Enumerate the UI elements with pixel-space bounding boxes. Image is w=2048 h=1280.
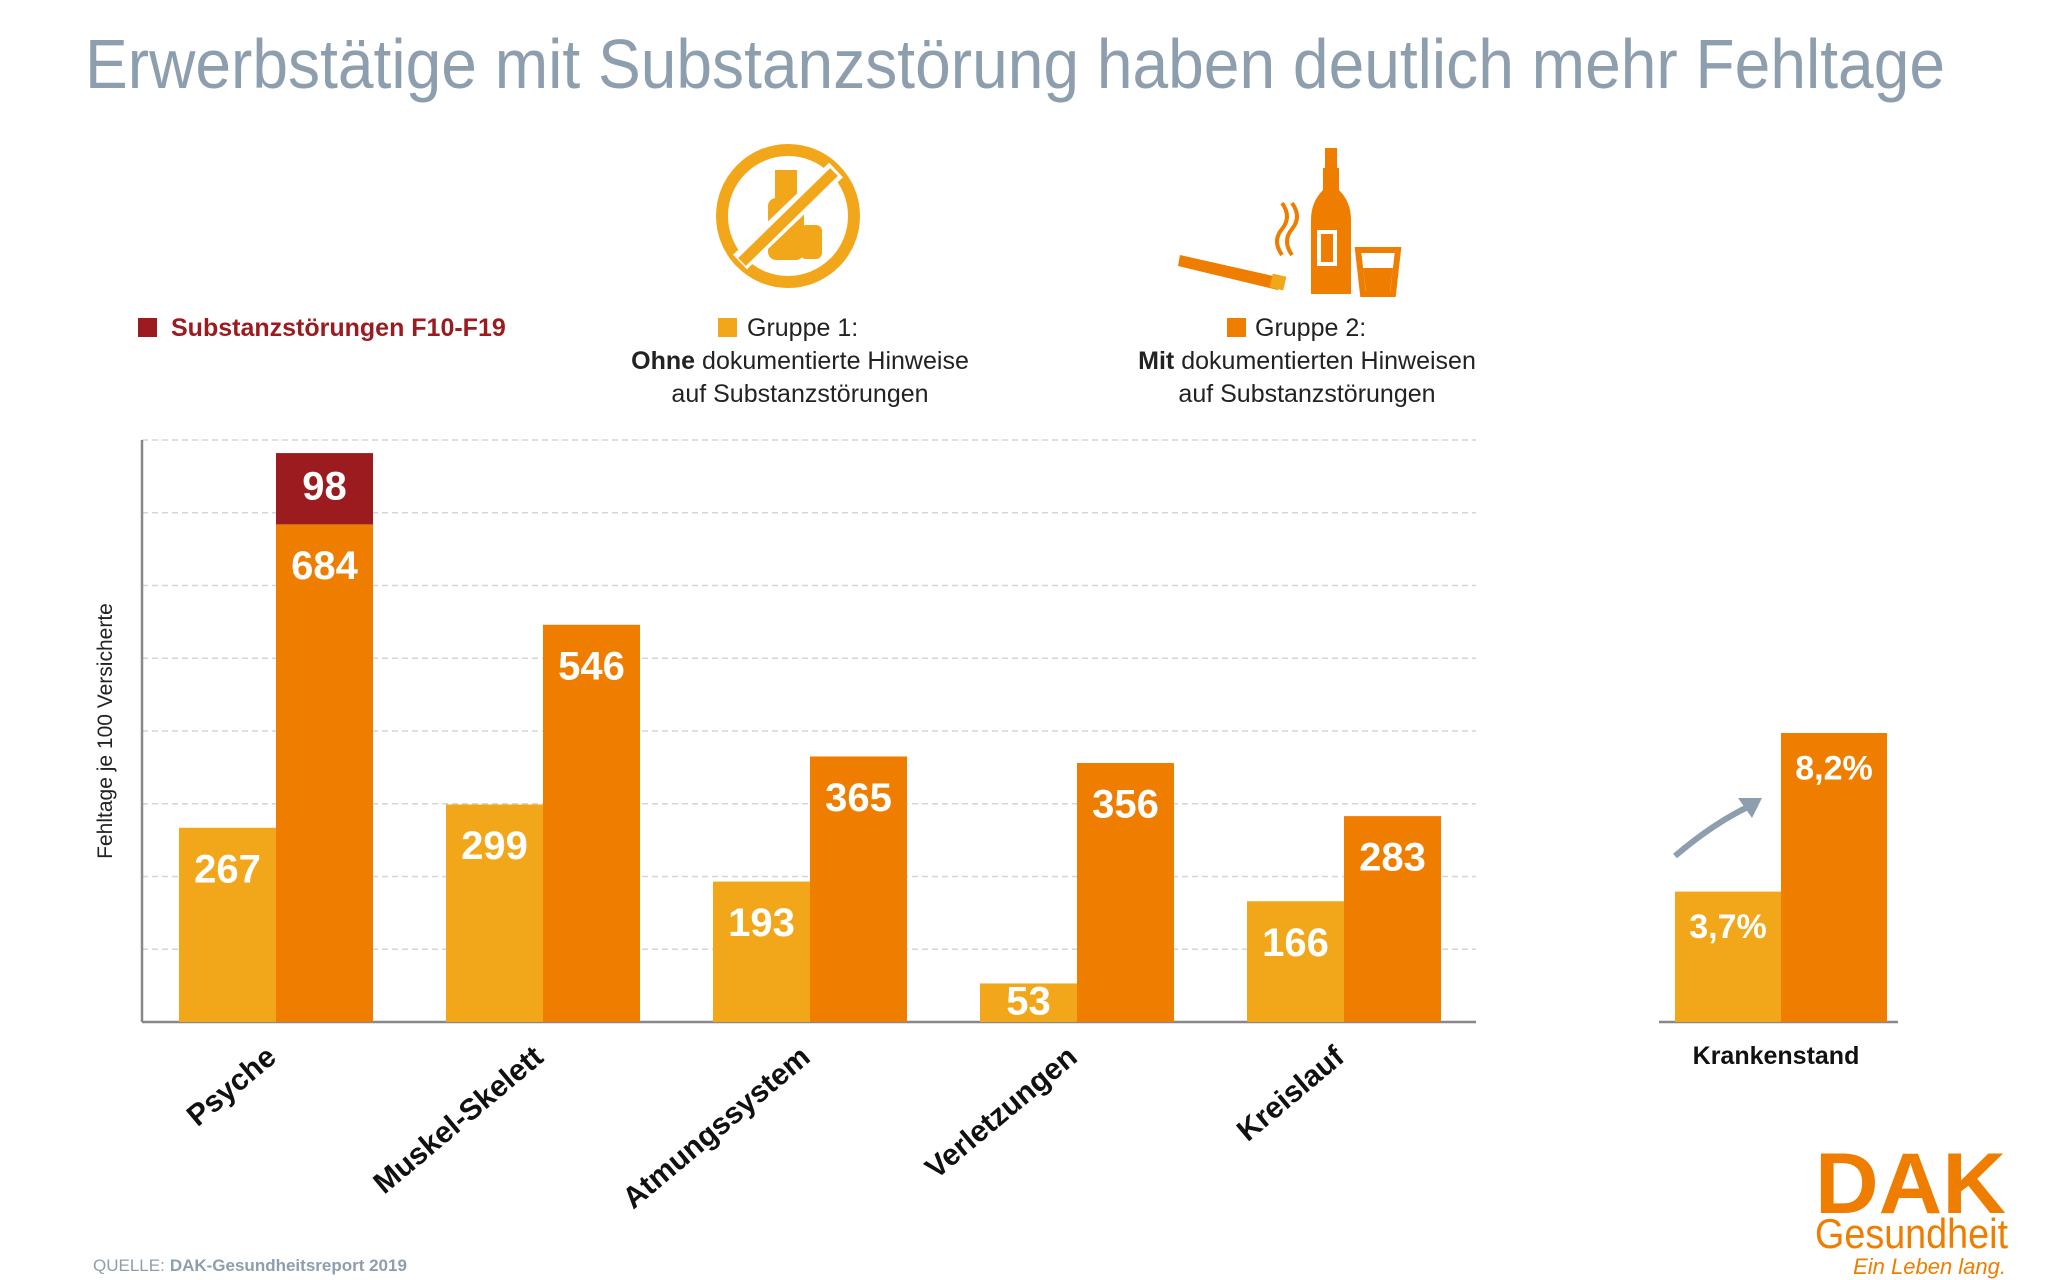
value-label: 3,7% [1689, 908, 1767, 946]
legend-swatch [138, 318, 157, 337]
bar [980, 983, 1077, 1022]
x-tick-label: Psyche [181, 1040, 283, 1133]
x-tick-label: Atmungssystem [616, 1040, 816, 1215]
x-tick-label: Muskel-Skelett [367, 1040, 549, 1200]
value-label: 299 [461, 824, 528, 868]
legend-note-text: dokumentierte Hinweise [702, 347, 969, 375]
bar [1344, 816, 1441, 1022]
bar [179, 827, 276, 1022]
bar [810, 756, 907, 1022]
value-label: 684 [291, 544, 358, 588]
value-label: 365 [825, 776, 892, 820]
legend-label: Gruppe 1: [747, 314, 858, 342]
legend-label: Substanzstörungen F10-F19 [171, 314, 506, 342]
bar [276, 524, 373, 1022]
bar [713, 881, 810, 1022]
bar [1077, 763, 1174, 1022]
trend-arrow [1673, 802, 1754, 859]
legend-note: auf Substanzstörungen [1178, 380, 1435, 408]
bar [1781, 733, 1887, 1022]
value-label: 356 [1092, 783, 1159, 827]
logo-brand: DAK [1815, 1136, 2006, 1232]
bar [1247, 901, 1344, 1022]
y-axis-label: Fehltage je 100 Versicherte [94, 603, 117, 859]
value-label: 267 [194, 847, 261, 891]
x-tick-label: Kreislauf [1231, 1039, 1351, 1147]
logo-slogan: Ein Leben lang. [1853, 1254, 2006, 1279]
bar [1675, 891, 1781, 1022]
value-label: 53 [1006, 980, 1051, 1024]
source: QUELLE: DAK-Gesundheitsreport 2019 [93, 1256, 407, 1275]
logo-name: Gesundheit [1815, 1210, 2008, 1257]
x-tick-label: Verletzungen [919, 1040, 1083, 1185]
value-label: 166 [1262, 921, 1329, 965]
value-label: 193 [728, 901, 795, 945]
legend-note: Ohne dokumentierte Hinweise [631, 347, 969, 375]
legend-swatch [718, 318, 737, 337]
legend-swatch [1227, 318, 1246, 337]
icon-substance [1178, 148, 1402, 297]
legend-note: auf Substanzstörungen [671, 380, 928, 408]
legend-label: Gruppe 2: [1255, 314, 1366, 342]
value-label: 98 [302, 464, 347, 508]
value-label: 8,2% [1795, 749, 1873, 787]
value-label: 283 [1359, 836, 1426, 880]
icon-no-substance [716, 144, 860, 288]
x-tick-label: Krankenstand [1693, 1042, 1860, 1070]
chart-title: Erwerbstätige mit Substanzstörung haben … [85, 25, 1945, 103]
bar [543, 624, 640, 1022]
plot: 267 684 98 Psyche 299 546 Muskel-Skelett 193 365… [140, 439, 1898, 1215]
legend-note-text: dokumentierten Hinweisen [1181, 347, 1476, 375]
trend-arrow-head [1738, 798, 1762, 818]
source-text: DAK-Gesundheitsreport 2019 [170, 1256, 407, 1275]
bar [276, 453, 373, 525]
source-label: QUELLE: [93, 1256, 165, 1275]
legend-note-bold: Mit [1138, 347, 1175, 375]
legend-note: Mit dokumentierten Hinweisen [1138, 347, 1476, 375]
legend-note-bold: Ohne [631, 347, 695, 375]
bar [446, 804, 543, 1022]
value-label: 546 [558, 644, 625, 688]
